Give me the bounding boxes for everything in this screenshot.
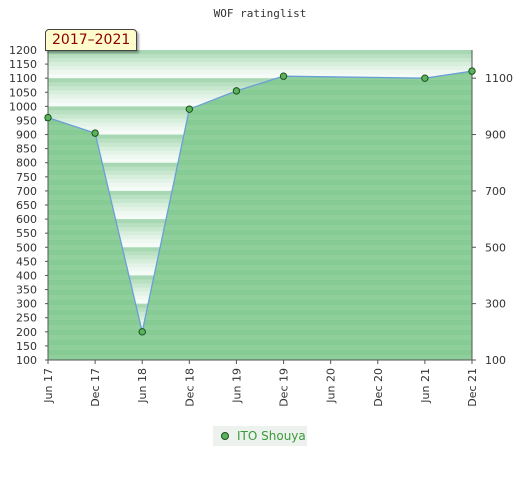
- y-tick-left-label: 750: [16, 171, 37, 184]
- data-point: [279, 72, 288, 80]
- y-tick-right-label: 100: [485, 354, 506, 367]
- period-label: 2017–2021: [45, 29, 138, 51]
- y-tick-left-label: 500: [16, 241, 37, 254]
- plot-area: [48, 70, 472, 360]
- y-tick-left-label: 1000: [9, 100, 37, 113]
- y-tick-right-label: 700: [485, 185, 506, 198]
- y-tick-left-label: 900: [16, 129, 37, 142]
- chart-title: WOF ratinglist: [214, 7, 307, 20]
- x-tick-label: Dec 21: [466, 368, 479, 407]
- x-tick-label: Jun 19: [230, 368, 243, 404]
- x-tick-label: Dec 19: [278, 368, 291, 407]
- y-tick-left-label: 550: [16, 227, 37, 240]
- x-tick-label: Dec 17: [89, 368, 102, 407]
- data-point: [44, 113, 52, 122]
- data-point: [232, 87, 241, 95]
- y-tick-left-label: 1150: [9, 58, 37, 71]
- y-axis-right-ticks: 100 300 500 700 900 1100: [472, 72, 513, 367]
- y-tick-left-label: 250: [16, 312, 37, 325]
- y-tick-left-label: 950: [16, 114, 37, 127]
- y-tick-right-label: 1100: [485, 72, 513, 85]
- x-tick-label: Dec 20: [372, 368, 385, 407]
- data-point: [185, 105, 194, 113]
- x-tick-label: Jun 20: [325, 368, 338, 404]
- area-fill: [48, 71, 472, 360]
- y-tick-left-label: 150: [16, 340, 37, 353]
- y-tick-left-label: 1100: [9, 72, 37, 85]
- y-tick-left-label: 600: [16, 213, 37, 226]
- legend[interactable]: ITO Shouya: [213, 426, 307, 446]
- legend-label: ITO Shouya: [237, 429, 306, 443]
- y-tick-right-label: 900: [485, 129, 506, 142]
- y-tick-left-label: 1200: [9, 44, 37, 57]
- x-tick-label: Jun 18: [136, 368, 149, 404]
- y-tick-right-label: 500: [485, 241, 506, 254]
- y-tick-left-label: 300: [16, 298, 37, 311]
- data-point: [468, 67, 476, 75]
- y-tick-right-label: 300: [485, 298, 506, 311]
- y-tick-left-label: 450: [16, 255, 37, 268]
- legend-marker-icon: [221, 432, 229, 440]
- y-tick-left-label: 200: [16, 326, 37, 339]
- x-tick-label: Jun 21: [419, 368, 432, 404]
- y-tick-left-label: 350: [16, 284, 37, 297]
- series-line: [48, 70, 472, 332]
- y-tick-left-label: 100: [16, 354, 37, 367]
- y-tick-left-label: 800: [16, 157, 37, 170]
- data-point: [91, 129, 99, 137]
- data-markers: [44, 67, 476, 336]
- y-tick-left-label: 700: [16, 185, 37, 198]
- y-tick-left-label: 850: [16, 143, 37, 156]
- x-tick-label: Jun 17: [42, 368, 55, 404]
- x-axis-ticks: Jun 17 Dec 17 Jun 18 Dec 18 Jun 19 Dec 19 Jun …: [42, 360, 479, 407]
- x-tick-label: Dec 18: [183, 368, 196, 407]
- y-tick-left-label: 650: [16, 199, 37, 212]
- y-tick-left-label: 400: [16, 269, 37, 282]
- data-point: [421, 74, 429, 82]
- y-tick-left-label: 1050: [9, 86, 37, 99]
- data-point: [138, 328, 146, 336]
